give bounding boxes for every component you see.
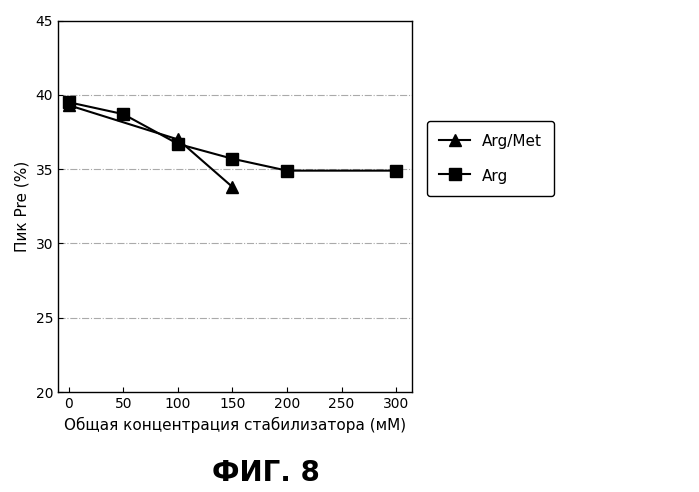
- Y-axis label: Пик Pre (%): Пик Pre (%): [15, 161, 30, 252]
- Arg: [229, 156, 237, 162]
- Text: ФИГ. 8: ФИГ. 8: [212, 459, 319, 487]
- Arg: [392, 168, 401, 174]
- Arg: [174, 141, 182, 147]
- Legend: Arg/Met, Arg: Arg/Met, Arg: [427, 121, 554, 196]
- Arg: [64, 99, 73, 105]
- X-axis label: Общая концентрация стабилизатора (мМ): Общая концентрация стабилизатора (мМ): [64, 417, 406, 433]
- Arg/Met: [64, 102, 73, 108]
- Arg/Met: [174, 136, 182, 142]
- Arg/Met: [229, 184, 237, 190]
- Arg: [283, 168, 291, 174]
- Line: Arg/Met: Arg/Met: [64, 100, 238, 192]
- Line: Arg: Arg: [64, 97, 402, 176]
- Arg: [120, 111, 128, 117]
